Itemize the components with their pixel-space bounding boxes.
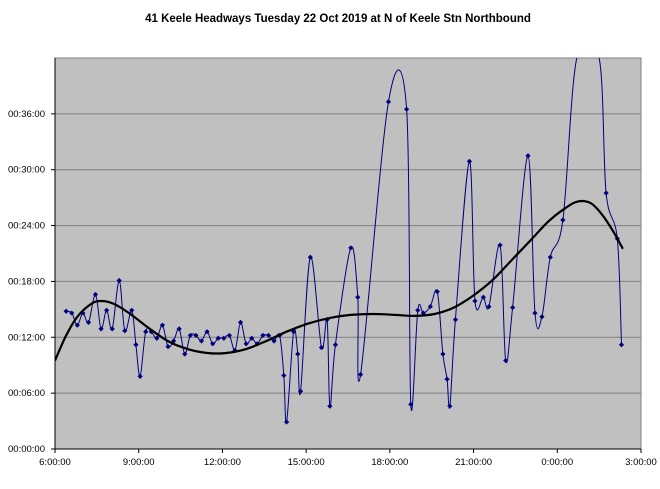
- headway-point-marker: [187, 332, 193, 339]
- gridlines: [55, 113, 641, 394]
- headway-point-marker: [539, 314, 545, 320]
- headway-point-marker: [318, 344, 325, 351]
- headway-point-marker: [497, 242, 503, 248]
- headway-point-marker: [249, 335, 255, 341]
- y-tick-label: 00:12:00: [8, 332, 45, 343]
- x-tick-label: 18:00:00: [371, 457, 408, 468]
- x-tick-label: 15:00:00: [288, 457, 325, 468]
- headway-point-marker: [98, 326, 104, 332]
- headway-point-marker: [85, 319, 92, 325]
- headway-point-marker: [198, 338, 205, 344]
- headway-point-marker: [165, 343, 171, 350]
- headway-point-marker: [265, 332, 272, 339]
- headway-point-marker: [525, 153, 531, 159]
- headway-point-marker: [122, 328, 128, 334]
- headway-point-marker: [148, 329, 154, 335]
- headway-point-marker: [357, 371, 364, 378]
- x-tick-label: 3:00:00: [625, 457, 657, 468]
- headway-point-marker: [237, 319, 244, 325]
- headway-point-marker: [176, 326, 182, 332]
- headway-point-marker: [137, 373, 143, 379]
- headway-point-marker: [532, 310, 538, 316]
- trendline: [55, 199, 624, 362]
- y-tick-label: 00:00:00: [8, 444, 45, 455]
- headway-point-marker: [618, 342, 625, 348]
- headway-point-marker: [503, 357, 509, 364]
- headway-point-marker: [486, 303, 492, 310]
- headway-point-marker: [260, 332, 266, 339]
- headway-point-marker: [271, 338, 277, 344]
- headway-point-marker: [193, 332, 199, 339]
- headway-point-marker: [215, 335, 221, 341]
- headway-point-marker: [69, 310, 75, 316]
- x-tick-label: 21:00:00: [455, 457, 492, 468]
- chart-title: 41 Keele Headways Tuesday 22 Oct 2019 at…: [145, 13, 531, 25]
- headway-point-marker: [472, 298, 478, 304]
- headway-point-marker: [355, 294, 361, 300]
- headway-point-marker: [226, 332, 233, 339]
- headway-point-marker: [182, 351, 188, 357]
- headway-point-marker: [440, 351, 446, 357]
- y-tick-label: 00:06:00: [8, 388, 45, 399]
- headway-point-marker: [281, 372, 287, 379]
- headway-point-marker: [63, 308, 69, 314]
- headway-point-marker: [295, 351, 301, 357]
- headway-point-marker: [80, 310, 86, 316]
- headway-point-marker: [415, 307, 421, 313]
- headway-point-marker: [327, 403, 333, 409]
- x-tick-label: 12:00:00: [204, 457, 241, 468]
- headway-point-marker: [104, 307, 110, 313]
- headway-point-marker: [129, 307, 135, 313]
- headway-point-marker: [204, 329, 210, 335]
- axes: 00:00:00 00:06:00 00:12:00 00:18:00 00:24:00…: [8, 58, 657, 468]
- headway-point-marker: [560, 217, 566, 223]
- headway-point-marker: [408, 401, 414, 407]
- headway-point-marker: [444, 376, 450, 382]
- trendline-curve: [55, 199, 624, 362]
- headway-point-marker: [385, 99, 392, 105]
- headway-point-marker: [284, 419, 290, 425]
- headway-point-marker: [420, 310, 426, 316]
- headway-point-marker: [297, 388, 304, 394]
- headway-point-marker: [332, 342, 339, 348]
- headway-point-marker: [307, 254, 313, 260]
- headway-point-marker: [404, 106, 410, 112]
- headway-point-marker: [547, 254, 553, 260]
- x-tick-label: 9:00:00: [123, 457, 155, 468]
- headway-point-marker: [427, 303, 433, 310]
- headway-point-marker: [74, 322, 80, 328]
- headway-point-marker: [116, 277, 122, 284]
- headway-point-marker: [447, 403, 453, 409]
- y-tick-label: 00:18:00: [8, 276, 45, 287]
- headway-point-marker: [143, 329, 149, 335]
- y-tick-label: 00:24:00: [8, 221, 45, 232]
- headway-point-marker: [159, 322, 166, 328]
- headway-point-marker: [154, 335, 160, 341]
- x-tick-label: 0:00:00: [541, 457, 573, 468]
- headway-point-marker: [348, 245, 354, 251]
- y-tick-label: 00:36:00: [8, 109, 45, 120]
- headway-point-marker: [466, 158, 472, 164]
- headway-point-marker: [210, 341, 216, 347]
- headway-point-marker: [109, 326, 115, 332]
- x-tick-label: 6:00:00: [39, 457, 71, 468]
- headway-point-marker: [434, 289, 440, 295]
- headway-point-marker: [92, 291, 99, 298]
- headway-point-marker: [221, 335, 227, 341]
- headway-point-marker: [133, 342, 139, 348]
- headway-point-marker: [603, 190, 609, 196]
- plot-area: [54, 57, 642, 450]
- headway-point-marker: [290, 329, 297, 335]
- headway-point-marker: [480, 294, 486, 300]
- headway-point-marker: [510, 304, 516, 311]
- y-tick-label: 00:30:00: [8, 165, 45, 176]
- headway-point-marker: [452, 316, 459, 323]
- headway-point-marker: [243, 341, 249, 347]
